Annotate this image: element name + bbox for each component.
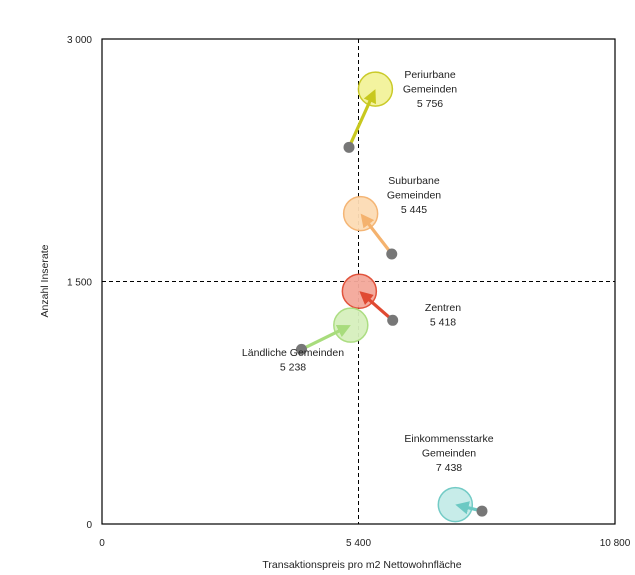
x-tick-label: 10 800 [600,538,631,549]
series-label-line: 5 238 [280,362,306,374]
target-circle [333,307,369,343]
series-label-line: Ländliche Gemeinden [242,347,344,359]
target-circle [437,486,474,523]
series-label-line: Zentren [425,302,461,314]
series-label: Einkommensstarke Gemeinden 7 438 [404,433,493,474]
origin-point [343,141,355,153]
series-group [342,195,398,260]
x-tick-label: 0 [99,538,105,549]
target-circle [357,71,394,107]
x-tick-label: 5 400 [346,538,371,549]
y-tick-label: 1 500 [67,278,92,289]
series-label-line: 5 445 [401,204,427,216]
y-tick-label: 0 [86,520,92,531]
x-axis-title: Transaktionspreis pro m2 Nettowohnfläche [262,559,461,571]
shift-arrow [359,291,394,322]
series-label-line: Einkommensstarke [404,433,493,445]
series-label: Zentren 5 418 [425,302,461,329]
origin-point [476,505,488,517]
series-group [437,486,488,523]
y-tick-label: 3 000 [67,35,92,46]
series-label: Periurbane Gemeinden 5 756 [403,69,457,110]
origin-point [386,248,398,260]
y-axis-title: Anzahl Inserate [39,244,51,317]
series-label: Suburbane Gemeinden 5 445 [387,175,441,216]
series-group [296,307,369,355]
series-label-line: Gemeinden [422,448,476,460]
series-label-line: Gemeinden [387,190,441,202]
shift-arrow [300,325,351,351]
shift-arrow [360,213,394,255]
origin-point [387,314,399,326]
series-label: Ländliche Gemeinden 5 238 [242,347,344,374]
series-label-line: Periurbane [404,69,456,81]
series-group [343,71,394,153]
series-group [341,273,399,326]
series-label-line: Gemeinden [403,84,457,96]
origin-point [296,343,307,355]
series-label-line: 7 438 [436,462,462,474]
series-label-line: Suburbane [388,175,440,187]
shift-arrow [347,89,376,148]
series-label-line: 5 756 [417,98,443,110]
target-circle [342,195,379,232]
series-label-line: 5 418 [430,317,456,329]
